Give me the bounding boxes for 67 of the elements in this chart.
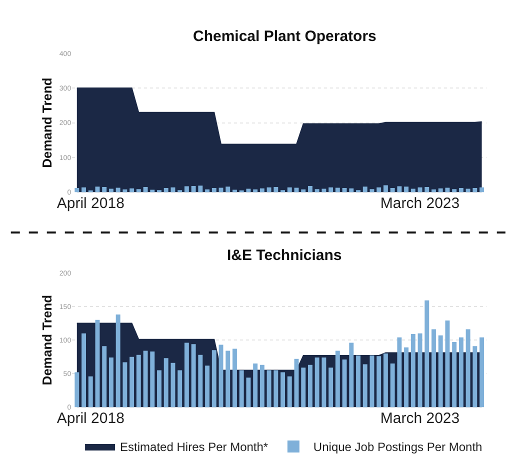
- bar: [404, 347, 409, 408]
- bar: [82, 333, 86, 408]
- x-tick-label: March 2023: [380, 410, 460, 428]
- bar: [274, 370, 278, 408]
- bar: [472, 346, 478, 408]
- bar: [438, 335, 443, 408]
- bar: [301, 368, 306, 408]
- bar: [314, 358, 320, 408]
- bar: [178, 370, 182, 408]
- bar: [308, 364, 312, 408]
- bar: [232, 348, 237, 408]
- bar: [164, 358, 168, 408]
- bar: [157, 370, 162, 408]
- bar: [445, 320, 450, 408]
- x-tick-label: April 2018: [56, 195, 124, 212]
- bar: [266, 370, 272, 408]
- chart-title: Chemical Plant Operators: [193, 28, 376, 45]
- bar: [212, 350, 216, 408]
- bar: [418, 333, 422, 408]
- bar: [184, 342, 189, 408]
- bar: [383, 353, 388, 408]
- bar: [458, 337, 464, 408]
- bar: [322, 358, 326, 408]
- bar: [239, 370, 244, 408]
- x-tick-label: March 2023: [380, 195, 460, 212]
- bar: [170, 362, 176, 408]
- bar: [280, 372, 285, 408]
- bar: [108, 358, 114, 408]
- bar: [130, 356, 134, 408]
- y-axis-title: Demand Trend: [39, 294, 54, 386]
- y-axis-title: Demand Trend: [39, 78, 54, 168]
- bar: [410, 334, 416, 408]
- bar: [342, 360, 347, 408]
- bar: [362, 364, 368, 408]
- bar: [88, 376, 93, 408]
- bar: [102, 346, 107, 408]
- bar: [198, 354, 203, 408]
- bar: [74, 372, 80, 408]
- bar: [246, 378, 251, 408]
- bar: [424, 300, 430, 408]
- bar: [480, 337, 484, 408]
- bar: [260, 364, 264, 408]
- bar: [191, 344, 196, 408]
- bar: [349, 342, 354, 408]
- bar: [466, 329, 470, 408]
- bar: [150, 351, 155, 408]
- legend-label: Estimated Hires Per Month*: [120, 440, 268, 454]
- bar: [432, 329, 436, 408]
- bar: [143, 350, 148, 408]
- bar: [122, 362, 128, 408]
- bar: [397, 337, 402, 408]
- bar: [253, 364, 258, 408]
- legend-label: Unique Job Postings Per Month: [313, 440, 482, 454]
- bar: [205, 366, 210, 408]
- bar: [390, 364, 395, 408]
- bar: [287, 376, 292, 408]
- bar: [218, 344, 224, 408]
- bar: [328, 368, 334, 408]
- bar: [136, 354, 141, 408]
- bar: [376, 356, 382, 408]
- bar: [356, 356, 360, 408]
- bar: [452, 342, 457, 408]
- x-tick-label: April 2018: [56, 410, 124, 428]
- bar: [226, 350, 230, 408]
- bar: [335, 350, 340, 408]
- chart-title: I&E Technicians: [227, 247, 342, 264]
- bar: [116, 314, 120, 408]
